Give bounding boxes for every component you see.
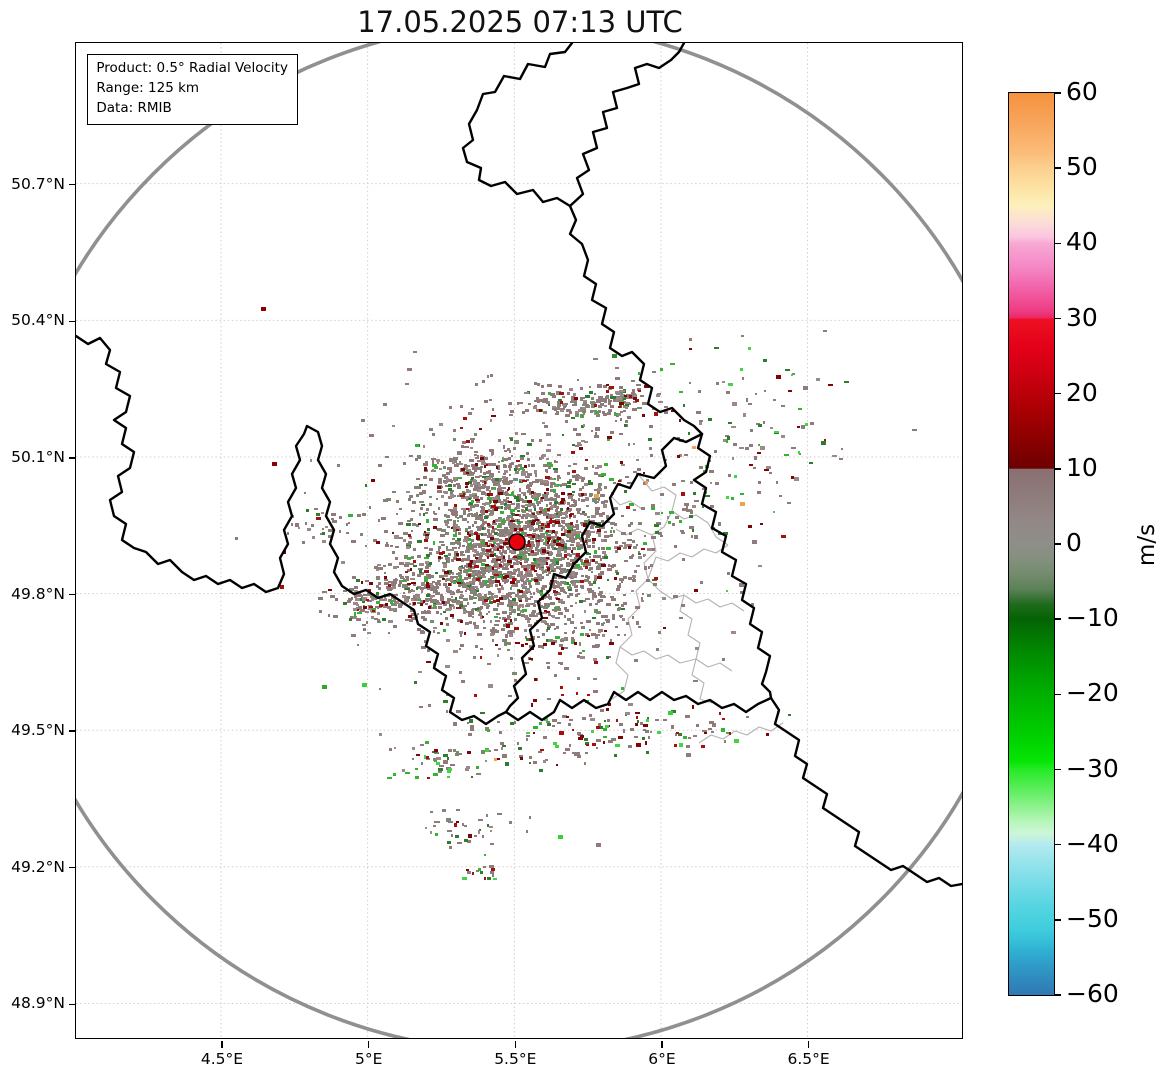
lon-tick-mark: [807, 1040, 810, 1048]
lon-tick-label: 6°E: [648, 1050, 676, 1068]
radar-map-canvas: [76, 43, 963, 1039]
lat-tick-label: 49.2°N: [11, 857, 65, 876]
colorbar-tick-mark: [1054, 693, 1061, 696]
colorbar-tick-label: −50: [1066, 903, 1119, 933]
velocity-echoes: [235, 307, 918, 881]
lat-tick-label: 50.4°N: [11, 311, 65, 330]
colorbar-tick-label: 50: [1066, 152, 1098, 182]
lat-tick-label: 50.7°N: [11, 174, 65, 193]
colorbar-tick-label: 60: [1066, 77, 1098, 106]
country-borders: [76, 43, 963, 888]
lat-tick-mark: [69, 1003, 76, 1006]
lon-tick-label: 6.5°E: [787, 1050, 830, 1068]
lon-tick-label: 5.5°E: [494, 1050, 537, 1068]
lat-tick-mark: [69, 457, 76, 459]
colorbar-tick-label: 40: [1066, 227, 1098, 257]
colorbar-tick-mark: [1054, 242, 1061, 245]
colorbar-tick-mark: [1054, 543, 1061, 545]
colorbar-tick-mark: [1054, 92, 1061, 94]
lat-tick-mark: [69, 867, 76, 869]
colorbar-tick-label: 30: [1066, 302, 1098, 332]
colorbar-tick-label: 0: [1066, 528, 1082, 557]
colorbar-tick-mark: [1054, 468, 1061, 470]
lat-tick-label: 49.8°N: [11, 584, 65, 603]
lon-tick-mark: [221, 1040, 223, 1048]
info-product-line: Product: 0.5° Radial Velocity: [96, 60, 288, 77]
plot-title: 17.05.2025 07:13 UTC: [357, 5, 683, 39]
colorbar-tick-mark: [1054, 994, 1061, 996]
colorbar-tick-label: −60: [1066, 979, 1119, 1008]
colorbar-tick-label: −10: [1066, 603, 1119, 633]
colorbar-tick-label: −20: [1066, 678, 1119, 708]
colorbar-tick-label: 20: [1066, 377, 1098, 407]
colorbar-tick-mark: [1054, 167, 1061, 169]
lat-tick-mark: [69, 184, 76, 186]
colorbar-tick-mark: [1054, 618, 1061, 620]
lat-tick-label: 48.9°N: [11, 994, 65, 1013]
lon-tick-label: 4.5°E: [200, 1050, 244, 1068]
info-data-line: Data: RMIB: [96, 100, 172, 117]
lat-tick-mark: [69, 730, 76, 732]
colorbar-tick-mark: [1054, 768, 1061, 771]
product-info-box: Product: 0.5° Radial Velocity Range: 125…: [87, 54, 298, 126]
colorbar-tick-mark: [1054, 843, 1061, 846]
colorbar-tick-label: −40: [1066, 828, 1119, 858]
info-range-line: Range: 125 km: [96, 80, 200, 97]
lon-tick-label: 5°E: [354, 1050, 383, 1068]
lat-tick-mark: [69, 320, 76, 322]
lat-tick-label: 50.1°N: [11, 447, 65, 466]
lon-tick-mark: [367, 1040, 370, 1048]
lon-tick-mark: [514, 1040, 516, 1048]
lat-tick-label: 49.5°N: [11, 721, 65, 740]
colorbar-tick-label: 10: [1066, 452, 1098, 482]
colorbar-unit-label: m/s: [1134, 523, 1160, 567]
colorbar-tick-label: −30: [1066, 753, 1119, 783]
colorbar-tick-mark: [1054, 919, 1061, 921]
lat-tick-mark: [69, 593, 76, 596]
map-plot-area: Product: 0.5° Radial Velocity Range: 125…: [75, 42, 964, 1040]
lon-tick-mark: [661, 1040, 663, 1048]
radar-site-marker: [508, 533, 527, 552]
colorbar-tick-mark: [1054, 392, 1061, 395]
colorbar: [1007, 91, 1055, 996]
colorbar-tick-mark: [1054, 317, 1061, 320]
